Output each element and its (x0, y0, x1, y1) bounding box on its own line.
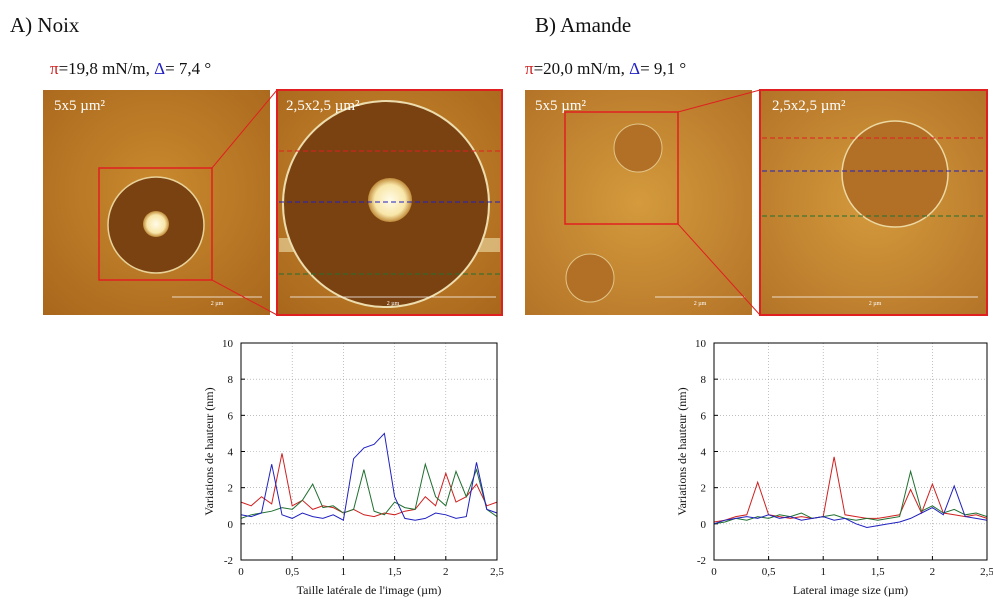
y-axis-label: Variations de hauteur (nm) (202, 387, 216, 515)
x-tick-label: 0,5 (762, 566, 776, 578)
x-tick-label: 0,5 (285, 566, 299, 578)
y-tick-label: 6 (701, 410, 707, 422)
condition: π=19,8 mN/m, Δ= 7,4 ° (50, 59, 211, 78)
condition: π=20,0 mN/m, Δ= 9,1 ° (525, 59, 686, 78)
series-line (713, 456, 988, 523)
y-tick-label: 4 (228, 447, 234, 459)
x-tick-label: 2 (443, 566, 449, 578)
panel-title: A) Noix (10, 13, 80, 37)
pi-value: =20,0 mN/m, (534, 59, 630, 78)
scale-bar-label: 2 µm (869, 301, 882, 307)
y-tick-label: 4 (701, 447, 707, 459)
delta: Δ (154, 59, 165, 78)
series-line (713, 484, 988, 529)
x-tick-label: 1,5 (871, 566, 885, 578)
y-tick-label: 8 (701, 374, 707, 386)
x-axis-label: Lateral image size (µm) (793, 583, 908, 597)
series-line (240, 453, 498, 518)
y-tick-label: 0 (701, 519, 707, 531)
x-tick-label: 2,5 (980, 566, 993, 578)
x-axis-label: Taille latérale de l'image (µm) (297, 583, 442, 597)
afm-zoom-image (276, 89, 503, 316)
afm-image (525, 90, 752, 315)
plot-frame (240, 342, 498, 561)
image-label: 2,5x2,5 µm² (772, 98, 846, 114)
y-tick-label: -2 (697, 555, 706, 567)
series-line (240, 462, 498, 519)
x-tick-label: 0 (238, 566, 244, 578)
scale-bar-label: 2 µm (211, 301, 224, 307)
pi: π (50, 59, 59, 78)
y-tick-label: 2 (228, 483, 234, 495)
y-tick-label: 6 (228, 410, 234, 422)
x-tick-label: 1,5 (388, 566, 402, 578)
y-tick-label: 0 (228, 519, 234, 531)
plot-frame (713, 342, 988, 561)
x-tick-label: 1 (820, 566, 826, 578)
y-tick-label: -2 (224, 555, 233, 567)
x-tick-label: 2 (930, 566, 936, 578)
scale-bar-label: 2 µm (694, 301, 707, 307)
afm-image (43, 90, 270, 315)
series-line (713, 469, 988, 525)
delta-value: = 9,1 ° (640, 59, 686, 78)
y-tick-label: 8 (228, 374, 234, 386)
image-label: 5x5 µm² (535, 98, 587, 114)
image-label: 5x5 µm² (54, 98, 106, 114)
afm-zoom-image (759, 89, 988, 316)
x-tick-label: 1 (341, 566, 347, 578)
y-axis-label: Variations de hauteur (nm) (675, 387, 689, 515)
x-tick-label: 0 (711, 566, 717, 578)
panel-title: B) Amande (535, 13, 631, 37)
pi-value: =19,8 mN/m, (59, 59, 155, 78)
x-tick-label: 2,5 (490, 566, 504, 578)
y-tick-label: 10 (222, 338, 234, 350)
delta-value: = 7,4 ° (165, 59, 211, 78)
image-label: 2,5x2,5 µm² (286, 98, 360, 114)
y-tick-label: 2 (701, 483, 707, 495)
delta: Δ (629, 59, 640, 78)
y-tick-label: 10 (695, 338, 707, 350)
scale-bar-label: 2 µm (387, 301, 400, 307)
series-line (240, 432, 498, 521)
pi: π (525, 59, 534, 78)
